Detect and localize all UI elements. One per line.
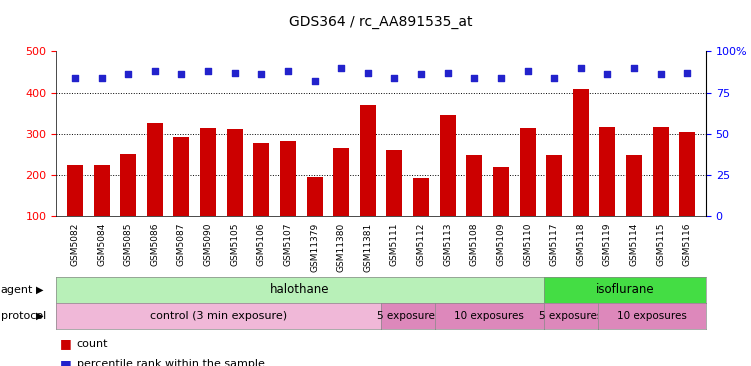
Point [602, 71, 614, 77]
Point [362, 70, 374, 76]
Point [415, 71, 427, 77]
Text: ▶: ▶ [36, 311, 44, 321]
Bar [120, 154, 136, 258]
Bar [227, 129, 243, 258]
Point [548, 75, 560, 81]
Bar [253, 143, 270, 258]
Text: 5 exposures: 5 exposures [539, 311, 602, 321]
Text: 10 exposures: 10 exposures [454, 311, 524, 321]
Bar [147, 123, 163, 258]
Text: 5 exposures: 5 exposures [376, 311, 440, 321]
Text: 10 exposures: 10 exposures [617, 311, 686, 321]
Point [681, 70, 693, 76]
Point [69, 75, 81, 81]
Text: ■: ■ [60, 337, 72, 351]
Bar [413, 178, 429, 258]
Bar [94, 165, 110, 258]
Bar [493, 167, 509, 258]
Bar [439, 115, 456, 258]
Bar [280, 141, 296, 258]
Point [335, 65, 347, 71]
Text: control (3 min exposure): control (3 min exposure) [150, 311, 288, 321]
Text: ▶: ▶ [36, 285, 44, 295]
Bar [653, 127, 668, 258]
Point [149, 68, 161, 74]
Bar [520, 128, 535, 258]
Text: protocol: protocol [1, 311, 46, 321]
Point [202, 68, 214, 74]
Bar [466, 155, 482, 258]
Bar [599, 127, 615, 258]
Bar [306, 177, 323, 258]
Bar [67, 165, 83, 258]
Point [469, 75, 481, 81]
Point [495, 75, 507, 81]
Text: percentile rank within the sample: percentile rank within the sample [77, 359, 264, 366]
Bar [387, 150, 403, 258]
Point [655, 71, 667, 77]
Bar [173, 137, 189, 258]
Point [575, 65, 587, 71]
Text: GDS364 / rc_AA891535_at: GDS364 / rc_AA891535_at [289, 15, 473, 29]
Point [282, 68, 294, 74]
Text: count: count [77, 339, 108, 349]
Point [388, 75, 400, 81]
Point [442, 70, 454, 76]
Text: ■: ■ [60, 358, 72, 366]
Bar [333, 148, 349, 258]
Bar [626, 155, 642, 258]
Bar [546, 155, 562, 258]
Point [95, 75, 107, 81]
Point [229, 70, 241, 76]
Bar [573, 89, 589, 258]
Point [628, 65, 640, 71]
Point [309, 78, 321, 84]
Point [521, 68, 533, 74]
Point [176, 71, 188, 77]
Point [255, 71, 267, 77]
Text: halothane: halothane [270, 283, 330, 296]
Bar [200, 128, 216, 258]
Point [122, 71, 134, 77]
Bar [680, 132, 695, 258]
Text: agent: agent [1, 285, 33, 295]
Text: isoflurane: isoflurane [596, 283, 654, 296]
Bar [360, 105, 376, 258]
